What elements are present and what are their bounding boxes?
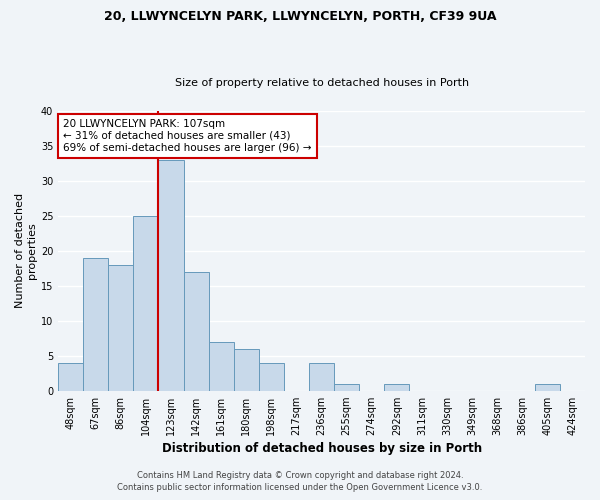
Y-axis label: Number of detached
properties: Number of detached properties: [15, 194, 37, 308]
Text: 20 LLWYNCELYN PARK: 107sqm
← 31% of detached houses are smaller (43)
69% of semi: 20 LLWYNCELYN PARK: 107sqm ← 31% of deta…: [64, 120, 312, 152]
Bar: [83, 258, 109, 390]
Bar: [209, 342, 234, 390]
Bar: [259, 362, 284, 390]
Bar: [133, 216, 158, 390]
Bar: [384, 384, 409, 390]
Bar: [184, 272, 209, 390]
Bar: [334, 384, 359, 390]
Bar: [158, 160, 184, 390]
Text: 20, LLWYNCELYN PARK, LLWYNCELYN, PORTH, CF39 9UA: 20, LLWYNCELYN PARK, LLWYNCELYN, PORTH, …: [104, 10, 496, 23]
Bar: [309, 362, 334, 390]
Text: Contains HM Land Registry data © Crown copyright and database right 2024.
Contai: Contains HM Land Registry data © Crown c…: [118, 471, 482, 492]
Bar: [109, 265, 133, 390]
Bar: [535, 384, 560, 390]
X-axis label: Distribution of detached houses by size in Porth: Distribution of detached houses by size …: [161, 442, 482, 455]
Title: Size of property relative to detached houses in Porth: Size of property relative to detached ho…: [175, 78, 469, 88]
Bar: [234, 348, 259, 391]
Bar: [58, 362, 83, 390]
